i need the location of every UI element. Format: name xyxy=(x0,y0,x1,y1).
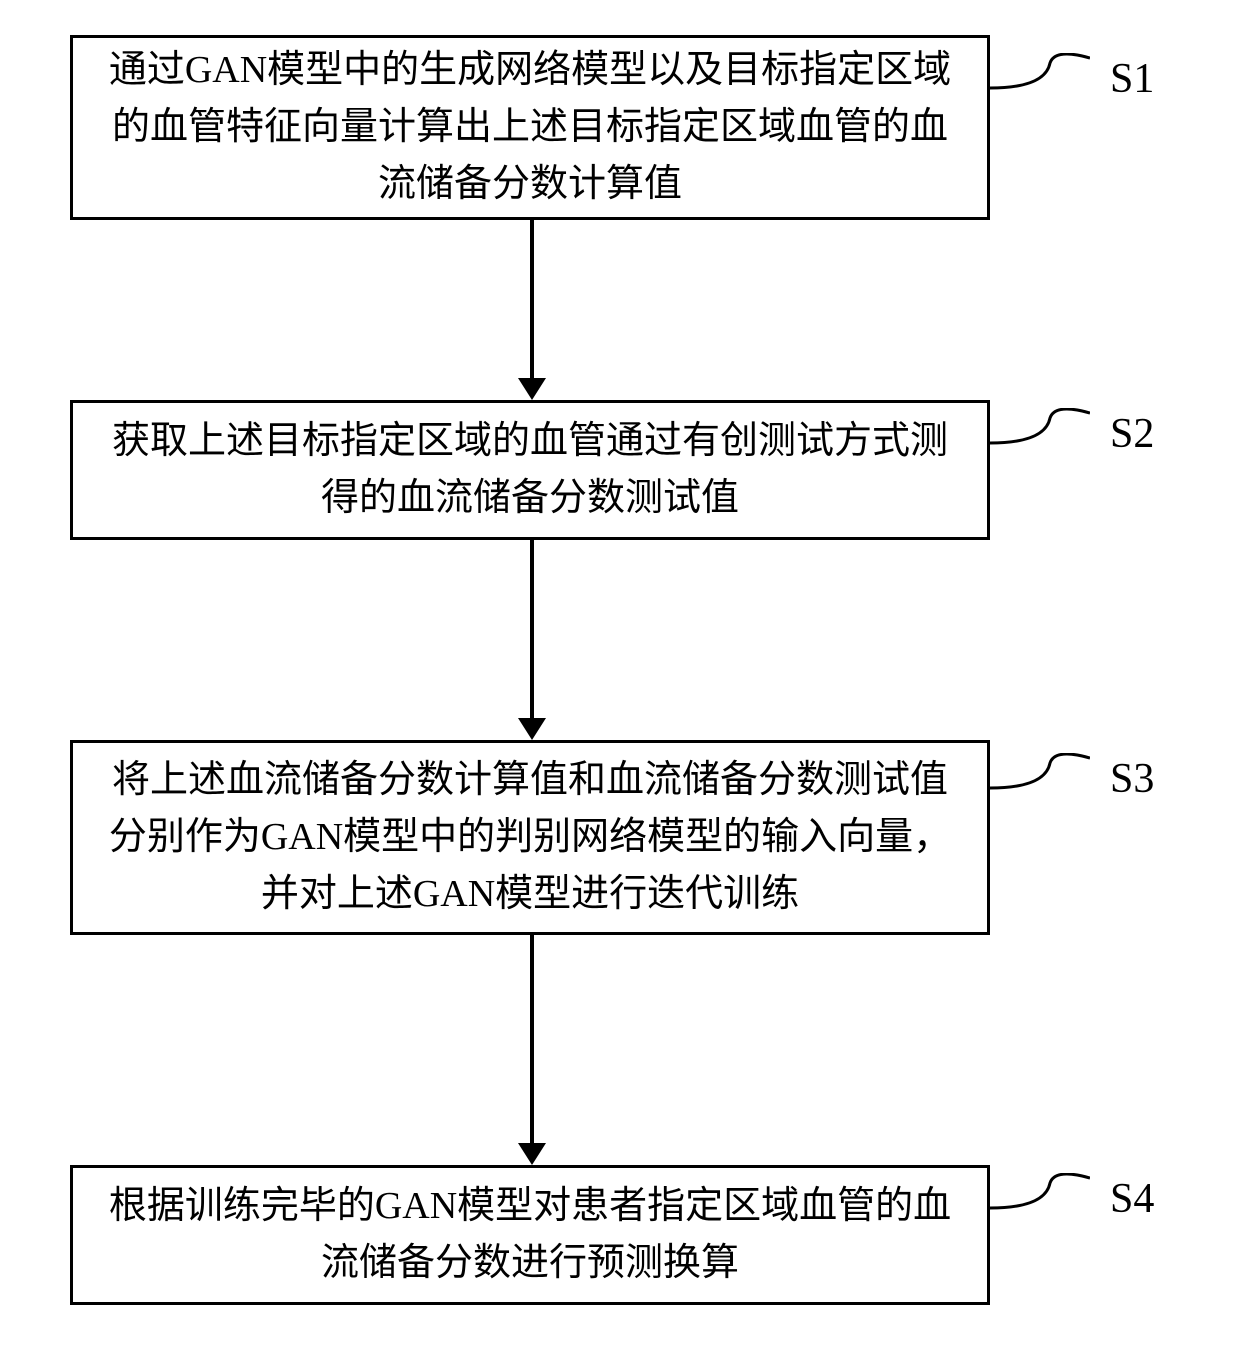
flowchart-container: 通过GAN模型中的生成网络模型以及目标指定区域的血管特征向量计算出上述目标指定区… xyxy=(0,0,1240,1367)
step-label: S3 xyxy=(1110,755,1154,803)
label-connector xyxy=(990,753,1090,813)
step-label: S4 xyxy=(1110,1175,1154,1223)
arrow-line xyxy=(530,540,534,718)
step-label: S1 xyxy=(1110,55,1154,103)
flow-step-text: 根据训练完毕的GAN模型对患者指定区域血管的血流储备分数进行预测换算 xyxy=(101,1178,959,1292)
label-connector xyxy=(990,408,1090,468)
flow-step-box: 将上述血流储备分数计算值和血流储备分数测试值分别作为GAN模型中的判别网络模型的… xyxy=(70,740,990,935)
label-connector xyxy=(990,1173,1090,1233)
step-label: S2 xyxy=(1110,410,1154,458)
label-connector xyxy=(990,53,1090,113)
flow-step-box: 根据训练完毕的GAN模型对患者指定区域血管的血流储备分数进行预测换算 xyxy=(70,1165,990,1305)
flow-step-box: 通过GAN模型中的生成网络模型以及目标指定区域的血管特征向量计算出上述目标指定区… xyxy=(70,35,990,220)
flow-step-text: 将上述血流储备分数计算值和血流储备分数测试值分别作为GAN模型中的判别网络模型的… xyxy=(101,752,959,923)
arrow-line xyxy=(530,935,534,1143)
arrow-head-icon xyxy=(518,378,546,400)
flow-step-box: 获取上述目标指定区域的血管通过有创测试方式测得的血流储备分数测试值 xyxy=(70,400,990,540)
flow-step-text: 通过GAN模型中的生成网络模型以及目标指定区域的血管特征向量计算出上述目标指定区… xyxy=(101,42,959,213)
arrow-head-icon xyxy=(518,1143,546,1165)
arrow-head-icon xyxy=(518,718,546,740)
flow-step-text: 获取上述目标指定区域的血管通过有创测试方式测得的血流储备分数测试值 xyxy=(101,413,959,527)
arrow-line xyxy=(530,220,534,378)
